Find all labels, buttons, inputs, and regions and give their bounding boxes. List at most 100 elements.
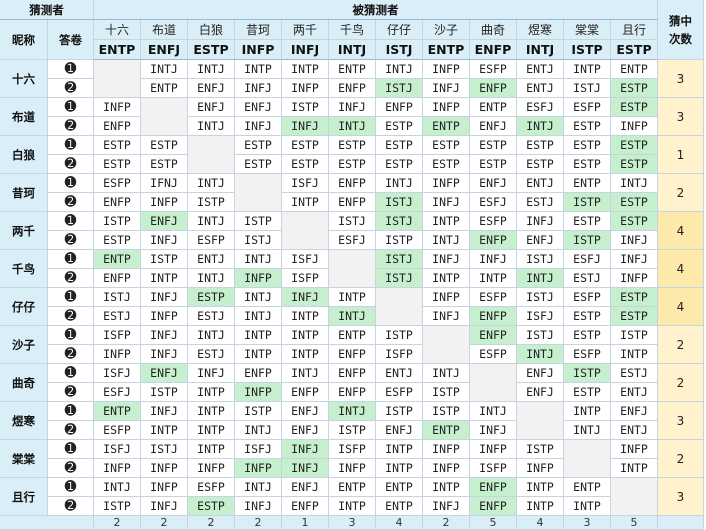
hits-header: 猜中次数 [658,0,704,60]
guess-cell: ESTJ [188,307,235,326]
guess-cell: INTJ [517,345,564,364]
guess-cell: INTP [329,288,376,307]
guess-cell: INFJ [611,231,658,250]
guess-cell: ESFP [94,174,141,193]
guess-cell: INTP [188,402,235,421]
guess-cell: INTP [282,307,329,326]
guess-cell: ENTP [329,326,376,345]
guess-cell: INFJ [611,250,658,269]
guess-cell: INTJ [235,288,282,307]
guess-cell: INTP [564,497,611,516]
guess-cell: INFP [517,459,564,478]
guess-cell: INTP [188,383,235,402]
guess-cell: INTP [329,497,376,516]
guess-cell: INFJ [141,402,188,421]
guess-cell: ENTJ [188,250,235,269]
guess-cell: ENFJ [282,421,329,440]
guess-cell: ENFP [282,383,329,402]
guess-cell: ESTP [470,155,517,174]
guess-cell: INFJ [141,288,188,307]
guess-cell: ENTP [141,79,188,98]
guess-cell: ESTP [611,212,658,231]
guesser-name: 十六 [0,60,48,98]
self-cell [235,174,282,212]
guess-cell: ESTJ [517,193,564,212]
guess-cell: ISTP [564,193,611,212]
guessed-name: 千鸟 [329,20,376,40]
guess-cell: ISTP [564,364,611,383]
guessed-true-type: ENFJ [141,40,188,60]
guessed-true-type: ISTP [564,40,611,60]
guess-cell: INTJ [188,174,235,193]
guess-cell: ENTJ [517,79,564,98]
guess-cell: ISTJ [141,440,188,459]
guess-cell: INTJ [188,269,235,288]
guess-cell: ENTP [94,250,141,269]
guess-cell: ISTP [141,250,188,269]
guesser-header: 猜测者 [0,0,94,20]
guess-cell: ESTP [94,155,141,174]
hits-count: 1 [658,136,704,174]
self-cell [188,136,235,174]
answer-mark: ➋ [48,193,94,212]
self-cell [94,60,141,98]
guess-cell: INFJ [423,79,470,98]
guess-cell: ESTP [564,155,611,174]
answer-mark: ➋ [48,345,94,364]
guess-cell: ENFP [329,174,376,193]
guess-cell: ESTP [423,155,470,174]
guess-cell: ESTP [470,136,517,155]
guess-cell: ISTJ [376,79,423,98]
guess-cell: ISTJ [564,79,611,98]
hits-count: 4 [658,250,704,288]
guess-cell: INTJ [470,402,517,421]
guess-cell: ENTP [94,402,141,421]
guesser-name: 千鸟 [0,250,48,288]
guess-cell: ESFP [94,421,141,440]
answer-mark: ➊ [48,212,94,231]
guess-cell: ESFP [564,98,611,117]
guess-cell: ESFP [188,231,235,250]
answer-mark: ➊ [48,60,94,79]
guess-cell: ENFP [329,79,376,98]
guess-cell: INTP [517,478,564,497]
guessed-true-type: ESTP [611,40,658,60]
guess-cell: ESTP [564,383,611,402]
guess-cell: ISTP [423,383,470,402]
self-cell [329,250,376,288]
guesser-name: 两千 [0,212,48,250]
guess-cell: ESFP [564,288,611,307]
guess-cell: INTP [235,345,282,364]
guess-cell: INTJ [235,421,282,440]
guess-cell: INFJ [141,345,188,364]
guessed-true-type: ESTP [188,40,235,60]
guess-cell: INFP [611,117,658,136]
guess-cell: ISFP [94,326,141,345]
guessed-hit-total: 1 [282,516,329,530]
guess-cell: ESTP [564,307,611,326]
guess-cell: ISTP [235,212,282,231]
nickname-header: 昵称 [0,20,48,60]
guess-cell: ESTP [141,136,188,155]
guess-cell: ESTP [94,136,141,155]
guessed-hit-total: 2 [235,516,282,530]
guessed-name: 煜寒 [517,20,564,40]
guess-cell: ESTP [188,288,235,307]
guess-cell: INFJ [141,326,188,345]
guess-cell: INTJ [235,250,282,269]
guess-cell: ISFJ [282,250,329,269]
guesser-name: 仔仔 [0,288,48,326]
guess-cell: ENFJ [470,117,517,136]
guessed-hit-total: 4 [517,516,564,530]
guess-cell: INTJ [517,269,564,288]
guess-cell: INTJ [329,117,376,136]
guess-cell: ESTP [188,497,235,516]
answer-mark: ➋ [48,231,94,250]
guess-cell: INFJ [235,117,282,136]
guessed-name: 白狼 [188,20,235,40]
hits-count: 3 [658,402,704,440]
guess-cell: ENFJ [517,364,564,383]
guess-cell: ENTP [423,117,470,136]
self-cell [141,98,188,136]
guess-cell: ISTP [376,231,423,250]
